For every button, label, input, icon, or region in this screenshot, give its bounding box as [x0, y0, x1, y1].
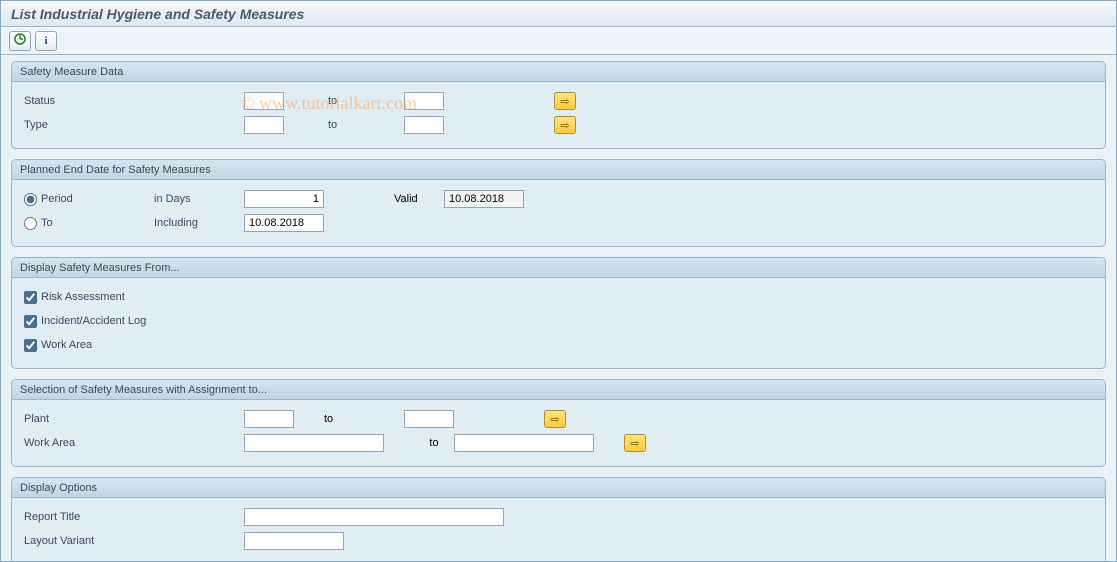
type-to-input[interactable] — [404, 116, 444, 134]
check-text: Incident/Accident Log — [41, 315, 146, 327]
group-display-from: Display Safety Measures From... Risk Ass… — [11, 257, 1106, 369]
content-area: © www.tutorialkart.com Safety Measure Da… — [1, 55, 1116, 561]
report-title-input[interactable] — [244, 508, 504, 526]
arrow-right-icon: ⇨ — [560, 95, 569, 108]
label-in-days: in Days — [154, 193, 244, 205]
check-work-area[interactable] — [24, 339, 37, 352]
group-planned-end-date: Planned End Date for Safety Measures Per… — [11, 159, 1106, 247]
row-layout-variant: Layout Variant — [24, 530, 1097, 552]
label-valid: Valid — [394, 193, 444, 205]
arrow-right-icon: ⇨ — [630, 437, 639, 450]
page-title: List Industrial Hygiene and Safety Measu… — [11, 6, 304, 22]
group-header: Display Options — [12, 478, 1105, 498]
label-type: Type — [24, 119, 154, 131]
layout-variant-input[interactable] — [244, 532, 344, 550]
group-header: Planned End Date for Safety Measures — [12, 160, 1105, 180]
valid-date-field — [444, 190, 524, 208]
plant-from-input[interactable] — [244, 410, 294, 428]
sap-window: List Industrial Hygiene and Safety Measu… — [0, 0, 1117, 562]
group-header: Display Safety Measures From... — [12, 258, 1105, 278]
row-plant: Plant to ⇨ — [24, 408, 1097, 430]
check-incident-log-label[interactable]: Incident/Accident Log — [24, 315, 146, 328]
check-risk-assessment[interactable] — [24, 291, 37, 304]
label-to: to — [324, 413, 404, 425]
group-display-options: Display Options Report Title Layout Vari… — [11, 477, 1106, 561]
row-to: To Including — [24, 212, 1097, 234]
status-multiselect-button[interactable]: ⇨ — [554, 92, 576, 110]
execute-button[interactable] — [9, 31, 31, 51]
radio-period-label[interactable]: Period — [24, 193, 73, 206]
check-incident-log[interactable] — [24, 315, 37, 328]
radio-to-label[interactable]: To — [24, 217, 53, 230]
plant-multiselect-button[interactable]: ⇨ — [544, 410, 566, 428]
status-to-input[interactable] — [404, 92, 444, 110]
period-days-input[interactable] — [244, 190, 324, 208]
label-status: Status — [24, 95, 154, 107]
group-safety-measure-data: Safety Measure Data Status to ⇨ Type to — [11, 61, 1106, 149]
label-to: to — [414, 437, 454, 449]
plant-to-input[interactable] — [404, 410, 454, 428]
check-risk-assessment-label[interactable]: Risk Assessment — [24, 291, 125, 304]
radio-to-text: To — [41, 217, 53, 229]
check-text: Work Area — [41, 339, 92, 351]
label-plant: Plant — [24, 413, 154, 425]
row-status: Status to ⇨ — [24, 90, 1097, 112]
workarea-to-input[interactable] — [454, 434, 594, 452]
label-layout-variant: Layout Variant — [24, 535, 154, 547]
group-selection-assignment: Selection of Safety Measures with Assign… — [11, 379, 1106, 467]
workarea-from-input[interactable] — [244, 434, 384, 452]
label-to: to — [324, 95, 404, 107]
radio-period[interactable] — [24, 193, 37, 206]
check-text: Risk Assessment — [41, 291, 125, 303]
row-period: Period in Days Valid — [24, 188, 1097, 210]
row-report-title: Report Title — [24, 506, 1097, 528]
arrow-right-icon: ⇨ — [560, 119, 569, 132]
execute-icon — [13, 32, 27, 49]
label-to: to — [324, 119, 404, 131]
workarea-multiselect-button[interactable]: ⇨ — [624, 434, 646, 452]
type-from-input[interactable] — [244, 116, 284, 134]
row-type: Type to ⇨ — [24, 114, 1097, 136]
to-date-input[interactable] — [244, 214, 324, 232]
row-workarea: Work Area to ⇨ — [24, 432, 1097, 454]
type-multiselect-button[interactable]: ⇨ — [554, 116, 576, 134]
label-workarea: Work Area — [24, 437, 154, 449]
radio-period-text: Period — [41, 193, 73, 205]
titlebar: List Industrial Hygiene and Safety Measu… — [1, 1, 1116, 27]
arrow-right-icon: ⇨ — [550, 413, 559, 426]
group-header: Selection of Safety Measures with Assign… — [12, 380, 1105, 400]
info-icon: i — [44, 35, 47, 47]
group-header: Safety Measure Data — [12, 62, 1105, 82]
radio-to[interactable] — [24, 217, 37, 230]
check-work-area-label[interactable]: Work Area — [24, 339, 92, 352]
application-toolbar: i — [1, 27, 1116, 55]
label-including: Including — [154, 217, 244, 229]
status-from-input[interactable] — [244, 92, 284, 110]
label-report-title: Report Title — [24, 511, 154, 523]
info-button[interactable]: i — [35, 31, 57, 51]
